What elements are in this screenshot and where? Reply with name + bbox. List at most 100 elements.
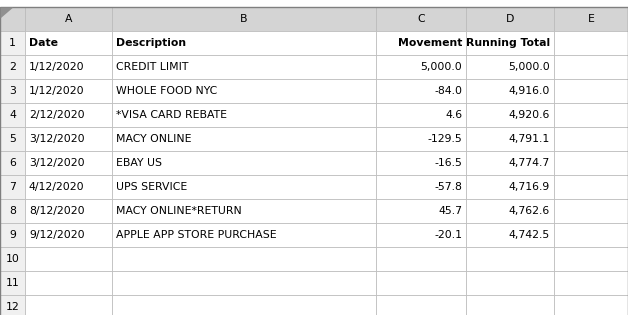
Text: C: C <box>417 14 425 24</box>
Bar <box>466 55 554 79</box>
Text: -16.5: -16.5 <box>435 158 462 168</box>
Bar <box>466 7 554 31</box>
Text: Running Total: Running Total <box>466 38 550 48</box>
Text: 4,791.1: 4,791.1 <box>509 134 550 144</box>
Bar <box>25 55 112 79</box>
Bar <box>112 127 376 151</box>
Bar <box>112 103 376 127</box>
Bar <box>376 223 466 247</box>
Bar <box>466 103 554 127</box>
Bar <box>112 295 376 315</box>
Bar <box>112 55 376 79</box>
Text: 11: 11 <box>6 278 19 288</box>
Bar <box>112 31 376 55</box>
Bar <box>112 151 376 175</box>
Bar <box>25 127 112 151</box>
Bar <box>112 271 376 295</box>
Bar <box>112 175 376 199</box>
Bar <box>554 247 628 271</box>
Bar <box>554 7 628 31</box>
Text: 5: 5 <box>9 134 16 144</box>
Text: 4,742.5: 4,742.5 <box>509 230 550 240</box>
Bar <box>554 199 628 223</box>
Text: B: B <box>240 14 247 24</box>
Bar <box>466 127 554 151</box>
Text: 8/12/2020: 8/12/2020 <box>29 206 85 216</box>
Bar <box>25 271 112 295</box>
Text: -129.5: -129.5 <box>428 134 462 144</box>
Text: D: D <box>506 14 514 24</box>
Bar <box>376 247 466 271</box>
Bar <box>0 295 25 315</box>
Text: Date: Date <box>29 38 58 48</box>
Bar <box>554 151 628 175</box>
Bar <box>0 79 25 103</box>
Bar <box>376 103 466 127</box>
Bar <box>466 31 554 55</box>
Bar <box>112 79 376 103</box>
Text: -20.1: -20.1 <box>434 230 462 240</box>
Text: -84.0: -84.0 <box>434 86 462 96</box>
Text: 1/12/2020: 1/12/2020 <box>29 62 85 72</box>
Text: 10: 10 <box>6 254 19 264</box>
Text: MACY ONLINE*RETURN: MACY ONLINE*RETURN <box>116 206 241 216</box>
Text: Movement: Movement <box>398 38 462 48</box>
Bar <box>0 55 25 79</box>
Bar <box>466 175 554 199</box>
Text: 8: 8 <box>9 206 16 216</box>
Bar <box>25 247 112 271</box>
Text: 5,000.0: 5,000.0 <box>509 62 550 72</box>
Text: WHOLE FOOD NYC: WHOLE FOOD NYC <box>116 86 217 96</box>
Bar <box>25 31 112 55</box>
Bar <box>0 175 25 199</box>
Bar <box>25 295 112 315</box>
Bar <box>0 103 25 127</box>
Bar <box>466 151 554 175</box>
Bar <box>376 55 466 79</box>
Text: APPLE APP STORE PURCHASE: APPLE APP STORE PURCHASE <box>116 230 276 240</box>
Bar <box>466 271 554 295</box>
Bar <box>376 31 466 55</box>
Text: 7: 7 <box>9 182 16 192</box>
Bar <box>554 103 628 127</box>
Bar <box>554 223 628 247</box>
Text: 4,774.7: 4,774.7 <box>509 158 550 168</box>
Bar <box>466 223 554 247</box>
Bar <box>376 199 466 223</box>
Bar <box>112 7 376 31</box>
Bar <box>0 127 25 151</box>
Text: 2/12/2020: 2/12/2020 <box>29 110 85 120</box>
Bar <box>376 151 466 175</box>
Bar <box>25 175 112 199</box>
Text: *VISA CARD REBATE: *VISA CARD REBATE <box>116 110 227 120</box>
Text: 4/12/2020: 4/12/2020 <box>29 182 85 192</box>
Bar <box>25 103 112 127</box>
Bar <box>376 127 466 151</box>
Bar <box>376 7 466 31</box>
Text: CREDIT LIMIT: CREDIT LIMIT <box>116 62 188 72</box>
Bar <box>466 199 554 223</box>
Text: A: A <box>65 14 72 24</box>
Bar <box>0 7 25 31</box>
Text: 4.6: 4.6 <box>445 110 462 120</box>
Text: 9: 9 <box>9 230 16 240</box>
Bar <box>112 223 376 247</box>
Polygon shape <box>1 8 13 18</box>
Bar <box>466 295 554 315</box>
Bar <box>0 151 25 175</box>
Bar <box>554 31 628 55</box>
Text: 5,000.0: 5,000.0 <box>421 62 462 72</box>
Bar <box>25 151 112 175</box>
Bar <box>25 223 112 247</box>
Bar <box>376 175 466 199</box>
Bar <box>0 271 25 295</box>
Text: MACY ONLINE: MACY ONLINE <box>116 134 191 144</box>
Bar <box>112 247 376 271</box>
Text: 6: 6 <box>9 158 16 168</box>
Bar <box>554 127 628 151</box>
Bar <box>25 7 112 31</box>
Text: 3/12/2020: 3/12/2020 <box>29 134 85 144</box>
Text: -57.8: -57.8 <box>435 182 462 192</box>
Bar <box>554 295 628 315</box>
Bar <box>466 79 554 103</box>
